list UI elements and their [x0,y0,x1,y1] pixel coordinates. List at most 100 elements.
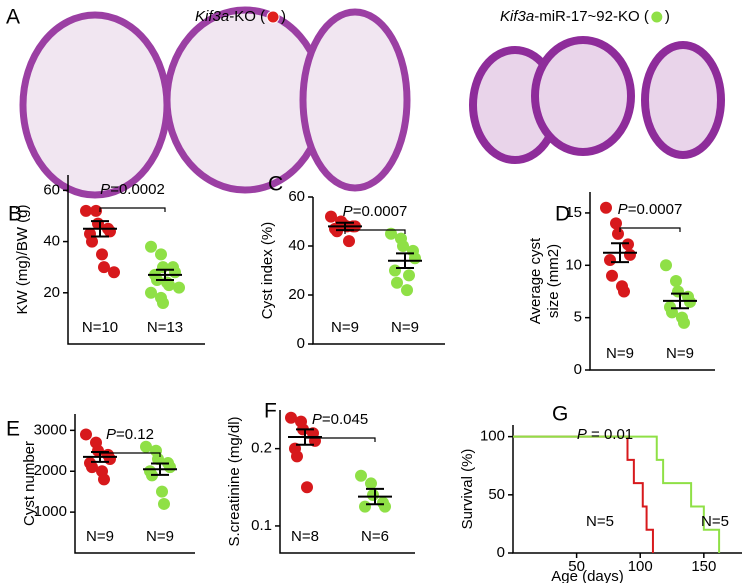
significance-bracket [619,227,681,232]
panel-label: B [8,203,22,226]
p-symbol: P [312,411,322,428]
y-tick-label: 0 [297,335,305,352]
x-tick-label: 50 [568,558,585,575]
p-symbol: P [343,203,353,220]
dot [624,248,636,261]
annotation: P = 0.01 [577,426,633,443]
n-label: N=13 [147,319,183,336]
dot [86,461,98,474]
p-value: =0.12 [116,426,154,443]
dot [86,235,98,248]
dot [331,225,343,238]
p-value-label: P=0.0007 [618,201,683,218]
dot [104,452,116,465]
legend-dot [650,10,664,24]
dot [359,500,371,513]
y-tick-label: 100 [480,428,505,445]
n-label: N=9 [666,345,694,362]
dot [610,217,622,230]
y-axis-label: Cyst number [21,441,38,526]
p-value-label: P=0.0007 [343,203,408,220]
dot [169,266,181,279]
dot [96,248,108,261]
significance-bracket [304,437,376,442]
significance-bracket [99,452,161,457]
dot [325,210,337,223]
n-label: N=8 [291,528,319,545]
dot [622,238,634,251]
annotation: N=5 [586,513,614,530]
x-axis-label: Age (days) [551,568,624,583]
p-symbol: P [100,181,110,198]
dot [367,489,379,502]
dot [403,269,415,282]
y-tick-label: 50 [488,486,505,503]
p-value-label: P=0.045 [312,411,368,428]
y-tick-label: 0 [497,544,505,561]
y-tick-label: 0.2 [251,440,272,457]
dot [90,204,102,217]
n-label: N=9 [606,345,634,362]
kidney-section [19,11,171,199]
kidney-images [19,6,725,199]
y-axis-label: Survival (%) [459,449,476,530]
legend-dot [266,10,280,24]
y-tick-label: 20 [288,286,305,303]
label-line: size (mm2) [545,244,562,318]
dot [80,204,92,217]
title-part: Kif3a [500,8,534,25]
n-label: N=9 [331,319,359,336]
dot [152,452,164,465]
panel-label: C [268,173,283,196]
dot [391,276,403,289]
error-bar [296,428,314,446]
dot [355,469,367,482]
significance-bracket [344,229,406,234]
dot [684,295,696,308]
annotation: N=5 [701,513,729,530]
y-tick-label: 3000 [34,421,67,438]
dot [163,279,175,292]
p-value: = 0.01 [587,426,633,443]
y-tick-label: 40 [288,237,305,254]
dot [158,497,170,510]
dot [670,275,682,287]
axis [67,175,205,345]
y-tick-label: 0.1 [251,517,272,534]
image-title: ) [281,8,286,25]
y-tick-label: 2000 [34,462,67,479]
survival-line [513,435,654,553]
axis [279,410,415,554]
error-bar [611,242,629,264]
p-value-label: P=0.12 [106,426,154,443]
dot [98,261,110,274]
dot [604,254,616,267]
dot [173,281,185,294]
dot [660,259,672,272]
kidney-section [641,41,725,159]
y-tick-label: 40 [43,233,60,250]
y-axis-label: S.creatinine (mg/dl) [226,416,243,546]
p-value-label: P=0.0002 [100,181,165,198]
p-value: =0.0007 [353,203,408,220]
panel-label: E [6,418,20,441]
error-bar [366,487,384,506]
panel-label: G [552,403,568,426]
title-part: Kif3a [195,8,229,25]
y-axis-label: Average cystsize (mm2) [527,237,562,324]
n-label: N=9 [391,319,419,336]
dot [291,450,303,463]
panel-label: A [6,6,20,29]
dot [108,266,120,279]
dot [618,285,630,298]
dot [389,264,401,277]
image-title: Kif3a-miR-17~92-KO ( [500,8,649,25]
dot [401,284,413,297]
y-tick-label: 60 [288,188,305,205]
y-tick-label: 0 [574,361,582,378]
dot [145,286,157,299]
dot [155,248,167,261]
p-value: =0.0007 [628,201,683,218]
dot [343,235,355,248]
